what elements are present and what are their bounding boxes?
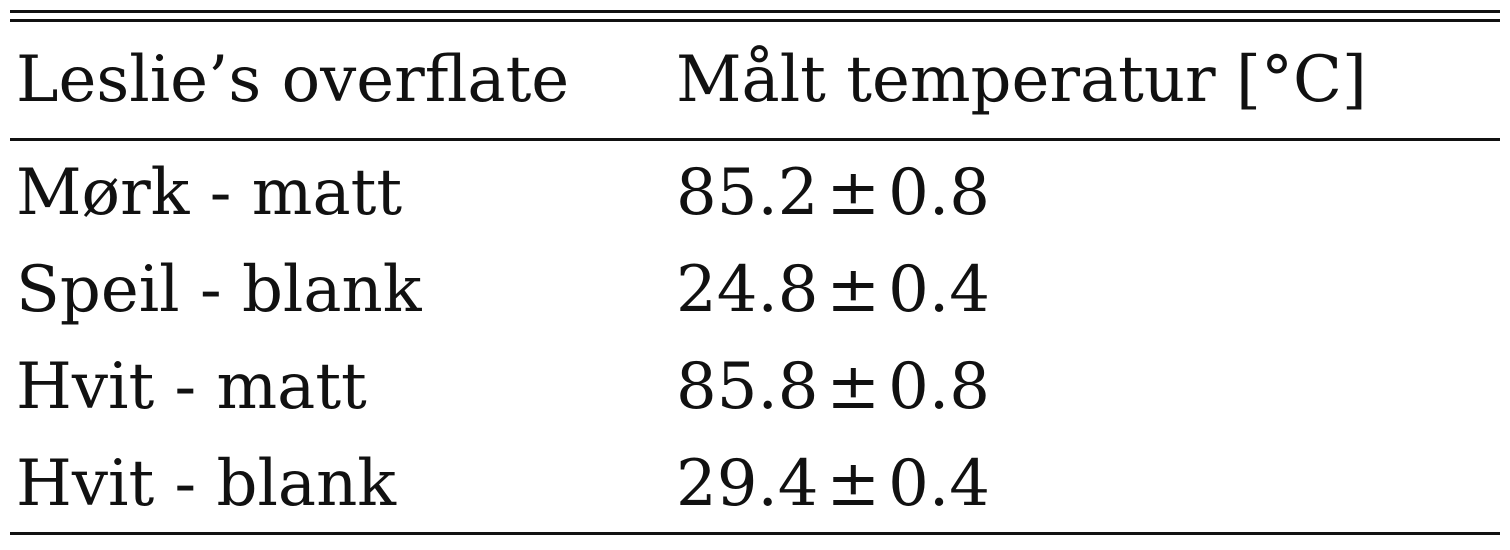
- table-row: Mørk - matt 85.2 ±0.8: [10, 144, 1500, 241]
- table-row: Hvit - matt 85.8 ±0.8: [10, 338, 1500, 435]
- table-header-row: Leslie’s overflate Målt temperatur [°C]: [10, 22, 1500, 138]
- row-surface: Hvit - blank: [16, 446, 397, 521]
- table-row: Speil - blank 24.8 ±0.4: [10, 241, 1500, 338]
- row-surface: Hvit - matt: [16, 349, 367, 424]
- temperature-error: 0.8: [888, 155, 990, 230]
- temperature-value: 24.8: [676, 252, 819, 327]
- row-temperature: 85.2 ±0.8: [670, 161, 1500, 225]
- bottom-rule: [10, 532, 1500, 535]
- table-row: Hvit - blank 29.4 ±0.4: [10, 435, 1500, 532]
- row-temperature: 29.4 ±0.4: [670, 452, 1500, 516]
- header-surface: Leslie’s overflate: [16, 43, 570, 117]
- plus-minus-sign: ±: [826, 155, 881, 230]
- plus-minus-sign: ±: [826, 252, 881, 327]
- data-table: Leslie’s overflate Målt temperatur [°C] …: [10, 10, 1500, 535]
- temperature-error: 0.4: [888, 252, 990, 327]
- temperature-value: 85.8: [676, 349, 819, 424]
- plus-minus-sign: ±: [826, 349, 881, 424]
- temperature-error: 0.8: [888, 349, 990, 424]
- row-surface: Mørk - matt: [16, 155, 403, 230]
- header-temperature: Målt temperatur [°C]: [676, 43, 1367, 117]
- row-surface: Speil - blank: [16, 252, 422, 327]
- plus-minus-sign: ±: [826, 446, 881, 521]
- temperature-error: 0.4: [888, 446, 990, 521]
- temperature-value: 29.4: [676, 446, 819, 521]
- top-rule: [10, 10, 1500, 13]
- top-rule-second: [10, 19, 1500, 22]
- header-rule: [10, 138, 1500, 141]
- row-temperature: 85.8 ±0.8: [670, 355, 1500, 419]
- temperature-value: 85.2: [676, 155, 819, 230]
- row-temperature: 24.8 ±0.4: [670, 258, 1500, 322]
